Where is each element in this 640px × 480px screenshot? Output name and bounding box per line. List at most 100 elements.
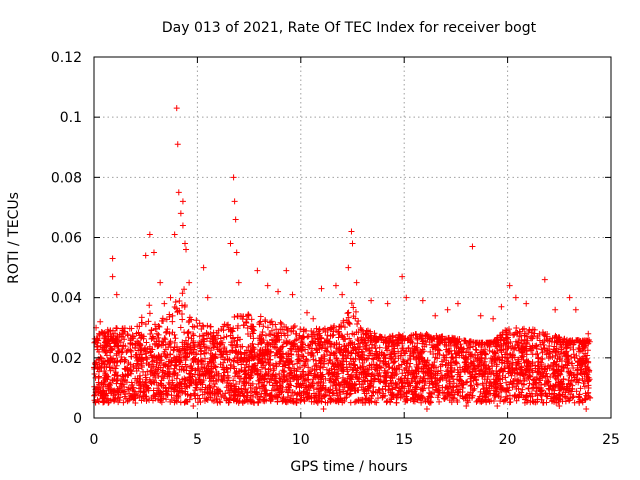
data-point	[206, 382, 213, 389]
data-point	[324, 332, 331, 339]
data-point	[167, 338, 174, 345]
data-point	[179, 363, 186, 370]
data-point	[571, 354, 578, 361]
data-point	[96, 348, 103, 355]
data-point	[401, 380, 408, 387]
data-point	[417, 354, 424, 361]
data-point	[507, 367, 514, 374]
data-point	[171, 344, 178, 351]
data-point	[493, 372, 500, 379]
data-point	[335, 370, 342, 377]
data-point	[310, 315, 317, 322]
data-point	[456, 373, 463, 380]
data-point	[160, 339, 167, 346]
data-point	[379, 394, 386, 401]
data-point	[177, 388, 184, 395]
data-point	[318, 398, 325, 405]
data-point	[484, 373, 491, 380]
data-point	[305, 393, 312, 400]
data-point	[113, 291, 120, 298]
data-point	[181, 286, 188, 293]
data-point	[255, 399, 262, 406]
data-point	[497, 397, 504, 404]
data-point	[130, 384, 137, 391]
data-point	[342, 336, 349, 343]
data-point	[137, 335, 144, 342]
data-point	[345, 314, 352, 321]
data-point	[525, 397, 532, 404]
data-point	[465, 399, 472, 406]
data-point	[184, 353, 191, 360]
data-point	[105, 328, 112, 335]
data-point	[188, 392, 195, 399]
data-point	[203, 370, 210, 377]
data-point	[146, 376, 153, 383]
data-point	[414, 349, 421, 356]
data-point	[486, 369, 493, 376]
data-point	[516, 333, 523, 340]
data-point	[391, 365, 398, 372]
data-point	[172, 298, 179, 305]
data-point	[180, 366, 187, 373]
data-point	[511, 346, 518, 353]
data-point	[218, 348, 225, 355]
data-point	[507, 399, 514, 406]
data-point	[414, 365, 421, 372]
data-point	[193, 376, 200, 383]
data-point	[95, 381, 102, 388]
data-point	[220, 351, 227, 358]
data-point	[506, 282, 513, 289]
data-point	[221, 345, 228, 352]
data-point	[374, 370, 381, 377]
data-point	[527, 334, 534, 341]
y-axis-ticks: 0 0.02 0.04 0.06 0.08 0.1 0.12	[51, 50, 611, 427]
data-point	[143, 339, 150, 346]
data-point	[508, 361, 515, 368]
data-point	[186, 279, 193, 286]
data-point	[99, 383, 106, 390]
data-point	[354, 336, 361, 343]
data-point	[470, 387, 477, 394]
data-point	[260, 383, 267, 390]
data-point	[514, 341, 521, 348]
data-point	[260, 323, 267, 330]
data-point	[241, 350, 248, 357]
data-point	[437, 340, 444, 347]
data-point	[366, 397, 373, 404]
data-point	[568, 354, 575, 361]
data-point	[191, 391, 198, 398]
data-point	[298, 344, 305, 351]
data-point	[142, 383, 149, 390]
data-point	[538, 355, 545, 362]
data-point	[410, 349, 417, 356]
data-point	[268, 318, 275, 325]
data-point	[305, 342, 312, 349]
data-point	[355, 317, 362, 324]
data-point	[214, 332, 221, 339]
data-point	[345, 309, 352, 316]
data-point	[553, 376, 560, 383]
data-point	[264, 378, 271, 385]
data-point	[258, 331, 265, 338]
data-point	[141, 345, 148, 352]
data-point	[566, 294, 573, 301]
data-point	[520, 381, 527, 388]
data-point	[204, 294, 211, 301]
data-point	[581, 383, 588, 390]
data-point	[297, 326, 304, 333]
data-point	[372, 375, 379, 382]
data-point	[581, 359, 588, 366]
data-point	[228, 339, 235, 346]
data-point	[248, 355, 255, 362]
data-point	[190, 402, 197, 409]
data-point	[476, 393, 483, 400]
data-point	[122, 376, 129, 383]
y-tick-label: 0.04	[51, 291, 82, 307]
data-point	[555, 379, 562, 386]
data-point	[136, 394, 143, 401]
data-point	[178, 351, 185, 358]
data-point	[142, 348, 149, 355]
data-point	[262, 343, 269, 350]
data-point	[264, 324, 271, 331]
data-point	[176, 387, 183, 394]
